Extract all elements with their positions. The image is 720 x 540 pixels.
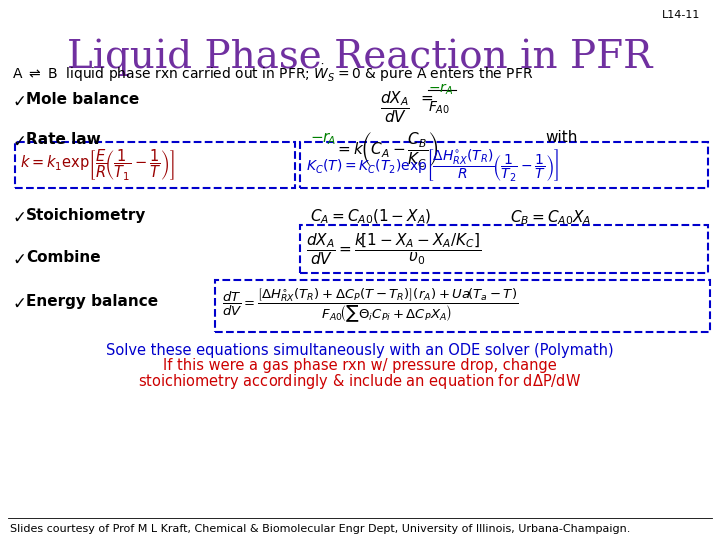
Text: $F_{A0}$: $F_{A0}$ [428, 100, 450, 117]
Text: Slides courtesy of Prof M L Kraft, Chemical & Biomolecular Engr Dept, University: Slides courtesy of Prof M L Kraft, Chemi… [10, 524, 631, 534]
Text: $\dfrac{dX_A}{dV} = \dfrac{k\!\left[1 - X_A - X_A/K_C\right]}{\upsilon_0}$: $\dfrac{dX_A}{dV} = \dfrac{k\!\left[1 - … [306, 231, 482, 267]
FancyBboxPatch shape [215, 280, 710, 332]
Text: Rate law: Rate law [26, 132, 101, 147]
Text: $\dfrac{dT}{dV} = \dfrac{\left[\Delta H_{RX}^{\circ}(T_R) + \Delta C_P\left(T - : $\dfrac{dT}{dV} = \dfrac{\left[\Delta H_… [222, 287, 518, 325]
Text: If this were a gas phase rxn w/ pressure drop, change: If this were a gas phase rxn w/ pressure… [163, 358, 557, 373]
FancyBboxPatch shape [15, 142, 295, 188]
Text: $-r_{\!A}$: $-r_{\!A}$ [310, 130, 336, 147]
Text: stoichiometry accordingly & include an equation for d$\Delta$P/dW: stoichiometry accordingly & include an e… [138, 372, 582, 391]
Text: $\checkmark$: $\checkmark$ [12, 208, 25, 226]
Text: $\checkmark$: $\checkmark$ [12, 132, 25, 150]
Text: $C_A = C_{A0}(1 - X_A)$: $C_A = C_{A0}(1 - X_A)$ [310, 208, 431, 226]
Text: $=$: $=$ [418, 90, 434, 105]
FancyBboxPatch shape [300, 225, 708, 273]
Text: $k = k_1\exp\!\left[\dfrac{E}{R}\!\left(\dfrac{1}{T_1} - \dfrac{1}{T}\right)\rig: $k = k_1\exp\!\left[\dfrac{E}{R}\!\left(… [20, 147, 175, 183]
Text: A $\rightleftharpoons$ B  liquid phase rxn carried out in PFR; $\dot{W}_S = 0$ &: A $\rightleftharpoons$ B liquid phase rx… [12, 62, 534, 84]
Text: $K_C(T) = K_C(T_2)\exp\!\left[\dfrac{\Delta H^{\circ}_{RX}(T_R)}{R}\!\left(\dfra: $K_C(T) = K_C(T_2)\exp\!\left[\dfrac{\De… [306, 147, 559, 183]
Text: Energy balance: Energy balance [26, 294, 158, 309]
Text: $= k\!\left(C_A - \dfrac{C_B}{K_C}\right)$: $= k\!\left(C_A - \dfrac{C_B}{K_C}\right… [335, 130, 438, 169]
Text: $\checkmark$: $\checkmark$ [12, 92, 25, 110]
Text: Mole balance: Mole balance [26, 92, 139, 107]
Text: Liquid Phase Reaction in PFR: Liquid Phase Reaction in PFR [67, 38, 653, 76]
FancyBboxPatch shape [300, 142, 708, 188]
Text: Combine: Combine [26, 250, 101, 265]
Text: $C_B = C_{A0}X_A$: $C_B = C_{A0}X_A$ [510, 208, 591, 227]
Text: Solve these equations simultaneously with an ODE solver (Polymath): Solve these equations simultaneously wit… [106, 343, 614, 358]
Text: L14-11: L14-11 [662, 10, 700, 20]
Text: with: with [545, 130, 577, 145]
Text: $\dfrac{dX_A}{dV}$: $\dfrac{dX_A}{dV}$ [380, 90, 410, 125]
Text: $-r_A$: $-r_A$ [428, 82, 454, 97]
Text: $\checkmark$: $\checkmark$ [12, 250, 25, 268]
Text: Stoichiometry: Stoichiometry [26, 208, 146, 223]
Text: $\checkmark$: $\checkmark$ [12, 294, 25, 312]
